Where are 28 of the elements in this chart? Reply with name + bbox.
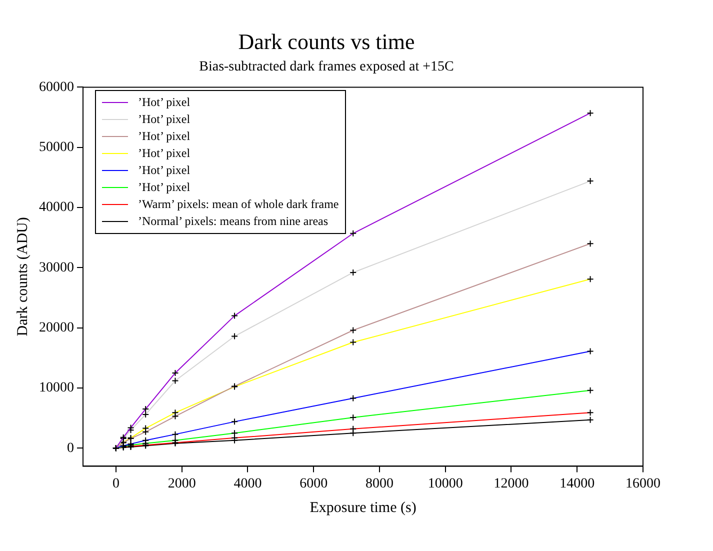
x-tick-label: 0	[112, 476, 120, 492]
x-tick-label: 14000	[560, 476, 595, 492]
legend-label: ’Hot’ pixel	[138, 180, 190, 196]
x-tick-label: 6000	[300, 476, 328, 492]
x-tick-label: 12000	[494, 476, 529, 492]
legend-label: ’Hot’ pixel	[138, 163, 190, 178]
y-axis-title: Dark counts (ADU)	[14, 217, 31, 336]
x-axis-title: Exposure time (s)	[310, 500, 416, 516]
legend-label: ’Hot’ pixel	[138, 112, 190, 128]
x-tick-label: 2000	[168, 476, 196, 492]
y-tick-label: 40000	[39, 200, 74, 216]
legend-label: ’Hot’ pixel	[138, 146, 190, 162]
y-tick-label: 20000	[39, 320, 74, 336]
chart-title: Dark counts vs time	[238, 28, 415, 54]
x-tick-label: 10000	[428, 476, 463, 492]
legend-label: ’Normal’ pixels: means from nine areas	[138, 214, 328, 230]
y-tick-label: 30000	[39, 260, 74, 276]
y-tick-label: 50000	[39, 140, 74, 156]
x-tick-label: 8000	[365, 476, 394, 492]
chart-subtitle: Bias-subtracted dark frames exposed at +15C	[199, 59, 454, 74]
y-tick-label: 60000	[39, 80, 74, 95]
legend-label: ’Hot’ pixel	[138, 129, 190, 144]
y-tick-label: 10000	[39, 380, 74, 396]
x-tick-label: 16000	[626, 476, 660, 492]
legend-label: ’Warm’ pixels: mean of whole dark frame	[138, 197, 339, 212]
legend-label: ’Hot’ pixel	[138, 95, 190, 110]
x-tick-label: 4000	[234, 476, 262, 492]
y-tick-label: 0	[67, 440, 74, 456]
